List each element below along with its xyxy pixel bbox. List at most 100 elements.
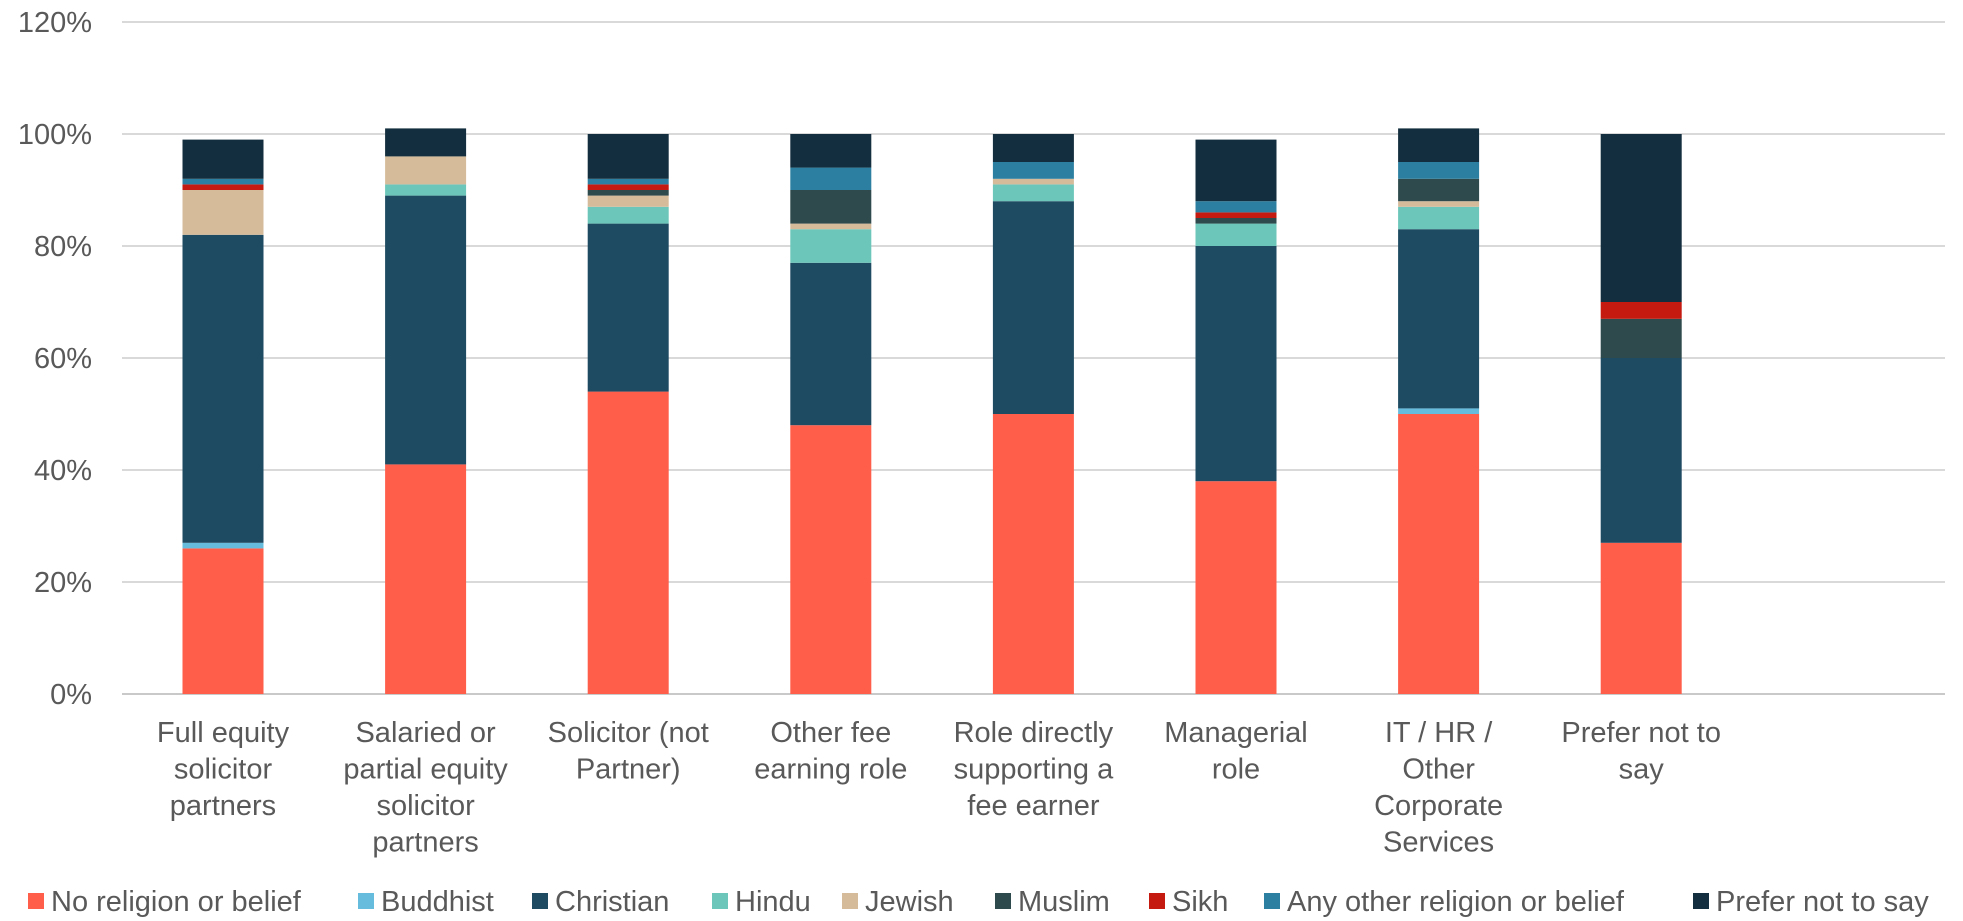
legend-swatch (28, 893, 44, 909)
bar-segment (1195, 481, 1277, 694)
bar-segment (385, 464, 467, 694)
legend-label: Muslim (1018, 886, 1110, 918)
bar-segment (1398, 128, 1480, 162)
bar-segment (1600, 134, 1682, 302)
legend-swatch (358, 893, 374, 909)
legend-swatch (1149, 893, 1165, 909)
x-category-label: Partner) (576, 754, 681, 786)
x-category-label: Corporate (1374, 790, 1503, 822)
x-category-label: solicitor (174, 754, 273, 786)
x-category-label: partners (170, 790, 276, 822)
bar-segment (385, 128, 467, 157)
bar-segment (790, 167, 872, 190)
x-category-label: Role directly (954, 717, 1114, 749)
bar-segment (992, 184, 1074, 202)
legend-label: No religion or belief (51, 886, 302, 918)
bar-segment (1600, 358, 1682, 543)
bar-segment (587, 195, 669, 207)
bar-segment (1600, 302, 1682, 319)
bar-segment (790, 190, 872, 224)
legend-label: Hindu (735, 886, 811, 918)
bar-segment (587, 134, 669, 179)
legend-label: Jewish (865, 886, 954, 918)
bar-segment (182, 548, 264, 694)
x-category-label: Prefer not to (1561, 717, 1721, 749)
x-category-label: solicitor (376, 790, 475, 822)
legend-swatch (842, 893, 858, 909)
bar-segment (992, 201, 1074, 414)
bar-segment (182, 190, 264, 235)
bar-segment (1195, 218, 1277, 224)
x-category-label: partial equity (343, 754, 508, 786)
x-category-label: fee earner (967, 790, 1100, 822)
bar-segment (1398, 414, 1480, 694)
bar-segment (1398, 206, 1480, 230)
bar-segment (1600, 318, 1682, 358)
bar-segment (1398, 229, 1480, 409)
x-category-label: Salaried or (355, 717, 496, 749)
bar-segment (182, 234, 264, 543)
bar-segment (1398, 162, 1480, 179)
legend-label: Buddhist (381, 886, 494, 918)
bar-segment (1195, 246, 1277, 482)
bar-segment (992, 162, 1074, 179)
bar-segment (182, 139, 264, 179)
legend-label: Prefer not to say (1716, 886, 1929, 918)
bar-segment (182, 542, 264, 549)
bar-segment (790, 425, 872, 694)
legend-swatch (712, 893, 728, 909)
bar-segment (182, 184, 264, 190)
legend-label: Christian (555, 886, 669, 918)
bar-segment (790, 229, 872, 263)
bar-segment (1195, 201, 1277, 213)
bar-segment (587, 184, 669, 190)
bar-segment (1195, 139, 1277, 202)
legend-label: Any other religion or belief (1287, 886, 1625, 918)
x-category-label: Managerial (1164, 717, 1307, 749)
bar-segment (587, 190, 669, 196)
x-category-label: IT / HR / (1385, 717, 1493, 749)
x-category-label: earning role (754, 754, 907, 786)
y-tick-label: 60% (34, 343, 92, 375)
bar-segment (385, 195, 467, 465)
legend-swatch (532, 893, 548, 909)
y-tick-label: 100% (18, 119, 92, 151)
legend-swatch (995, 893, 1011, 909)
legend-swatch (1693, 893, 1709, 909)
bar-segment (587, 206, 669, 224)
bar-segment (1195, 212, 1277, 218)
bar-segment (1398, 201, 1480, 207)
bar-segment (1398, 178, 1480, 202)
y-tick-label: 0% (50, 679, 92, 711)
x-category-label: Full equity (157, 717, 290, 749)
x-category-label: Solicitor (not (548, 717, 709, 749)
bar-segment (1600, 542, 1682, 694)
x-category-label: Other (1402, 754, 1475, 786)
bar-segment (182, 178, 264, 185)
bar-segment (385, 184, 467, 196)
legend-swatch (1264, 893, 1280, 909)
x-category-label: Services (1383, 827, 1494, 859)
bar-segment (790, 134, 872, 168)
bar-segment (1195, 223, 1277, 246)
y-tick-label: 20% (34, 567, 92, 599)
y-tick-label: 40% (34, 455, 92, 487)
bar-segment (1398, 408, 1480, 414)
y-tick-label: 80% (34, 231, 92, 263)
bar-segment (992, 178, 1074, 185)
bar-segment (587, 223, 669, 392)
x-category-label: role (1212, 754, 1260, 786)
bar-segment (587, 178, 669, 185)
legend-label: Sikh (1172, 886, 1228, 918)
bar-segment (992, 134, 1074, 162)
x-category-label: partners (372, 827, 478, 859)
x-category-label: Other fee (770, 717, 891, 749)
x-category-label: supporting a (954, 754, 1114, 786)
bar-segment (790, 223, 872, 230)
bar-segment (790, 262, 872, 426)
bar-segment (385, 156, 467, 185)
bar-segment (587, 391, 669, 694)
y-tick-label: 120% (18, 7, 92, 39)
bar-segment (992, 414, 1074, 694)
